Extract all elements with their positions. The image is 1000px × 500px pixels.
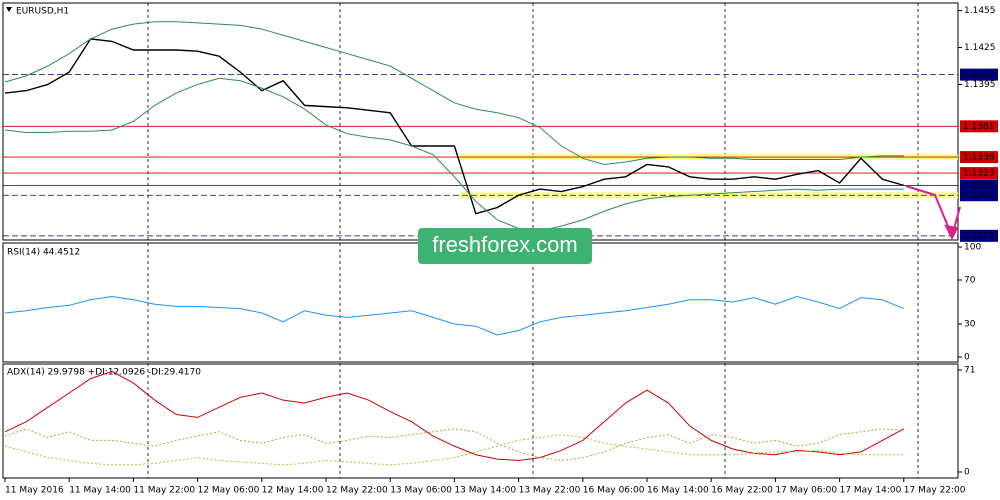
y-tick-label: 71 xyxy=(964,366,975,376)
level-label-box xyxy=(960,151,998,164)
x-tick-label: 17 May 14:00 xyxy=(840,486,902,496)
level-label-box xyxy=(960,229,998,242)
y-tick-label: 0 xyxy=(964,353,970,363)
x-tick-label: 13 May 22:00 xyxy=(519,486,581,496)
y-tick-label: 100 xyxy=(964,243,981,253)
level-label: 1.1323 xyxy=(963,169,995,179)
adx-title: ADX(14) 29.9798 +DI:12.0926 -DI:29.4170 xyxy=(7,368,201,378)
series-line xyxy=(4,428,904,462)
rsi-title: RSI(14) 44.4512 xyxy=(7,248,80,258)
watermark: freshforex.com xyxy=(432,232,578,257)
level-label-box xyxy=(960,179,998,192)
x-tick-label: 13 May 06:00 xyxy=(390,486,452,496)
y-tick-label: 70 xyxy=(964,276,976,286)
x-tick-label: 17 May 06:00 xyxy=(775,486,837,496)
series-line xyxy=(4,295,904,336)
menu-icon xyxy=(6,7,12,12)
level-label-box xyxy=(960,167,998,180)
x-tick-label: 16 May 06:00 xyxy=(583,486,645,496)
x-tick-label: 16 May 14:00 xyxy=(647,486,709,496)
x-tick-label: 16 May 22:00 xyxy=(711,486,773,496)
series-line xyxy=(4,434,904,466)
level-label-box xyxy=(960,68,998,81)
level-label: 1.1336 xyxy=(963,153,995,163)
x-tick-label: 12 May 14:00 xyxy=(262,486,324,496)
chart-title: EURUSD,H1 xyxy=(16,7,69,17)
x-tick-label: 12 May 22:00 xyxy=(326,486,388,496)
adx-panel xyxy=(2,363,959,479)
series-line xyxy=(4,370,905,462)
series-line xyxy=(4,21,904,165)
x-tick-label: 11 May 22:00 xyxy=(133,486,195,496)
x-tick-label: 11 May 2016 xyxy=(5,486,64,496)
level-label: 1.1272 xyxy=(963,231,995,241)
series-line xyxy=(4,77,904,232)
level-label: 1.1305 xyxy=(963,191,995,201)
level-label-box xyxy=(960,189,998,202)
y-tick-label: 1.1395 xyxy=(964,80,996,90)
level-label-box xyxy=(960,120,998,133)
x-tick-label: 13 May 14:00 xyxy=(454,486,516,496)
v-grid xyxy=(147,3,919,478)
forecast-arrow xyxy=(905,185,961,241)
x-tick-label: 17 May 22:00 xyxy=(904,486,966,496)
y-tick-label: 1.1425 xyxy=(964,43,996,53)
x-tick-label: 12 May 06:00 xyxy=(198,486,260,496)
watermark-box xyxy=(418,228,592,264)
series-line xyxy=(4,38,904,215)
level-label: 1.1403 xyxy=(963,70,995,80)
y-tick-label: 0 xyxy=(964,468,970,478)
y-tick-label: 30 xyxy=(964,320,976,330)
price-panel xyxy=(2,2,959,241)
x-tick-label: 11 May 14:00 xyxy=(69,486,131,496)
y-tick-label: 1.1455 xyxy=(964,6,996,16)
level-label: 1.1313 xyxy=(963,181,995,191)
level-label: 1.1361 xyxy=(963,122,995,132)
